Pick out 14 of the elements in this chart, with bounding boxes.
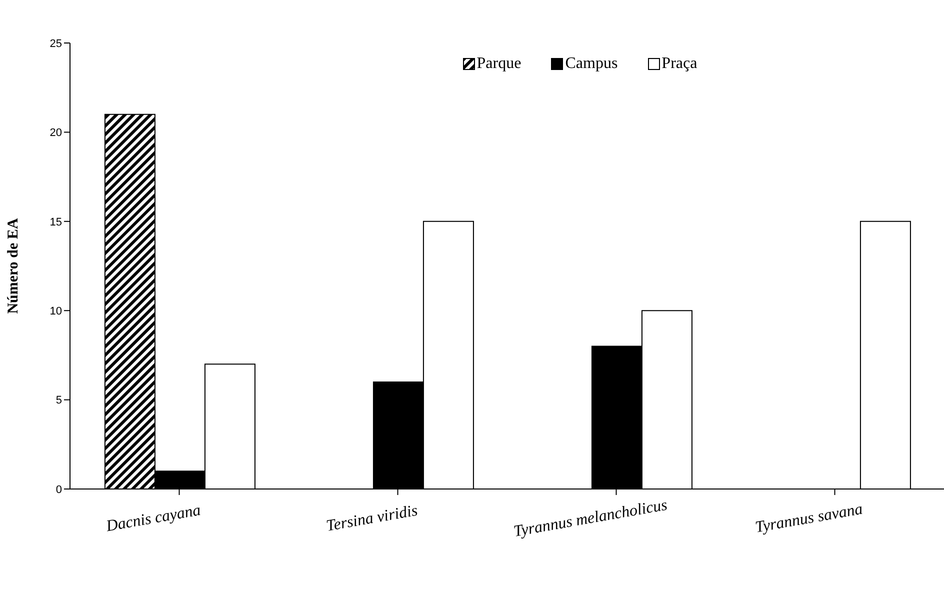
y-tick-label: 25	[50, 38, 62, 50]
y-axis-title: Número de EA	[5, 218, 22, 314]
legend-label: Campus	[564, 55, 618, 73]
y-tick-label: 5	[56, 394, 62, 407]
legend-label: Praça	[660, 55, 698, 73]
x-tick-label: Tyrannus melancholicus	[512, 496, 669, 540]
y-tick-label: 20	[50, 127, 62, 140]
legend-label: Parque	[476, 55, 522, 73]
x-tick-label: Tersina viridis	[325, 502, 419, 535]
y-tick-label: 0	[56, 484, 62, 496]
x-tick-label: Dacnis cayana	[104, 502, 202, 536]
x-tick-label: Tyrannus savana	[754, 500, 864, 536]
y-tick-label: 10	[50, 306, 62, 318]
y-tick-label: 15	[50, 216, 62, 228]
